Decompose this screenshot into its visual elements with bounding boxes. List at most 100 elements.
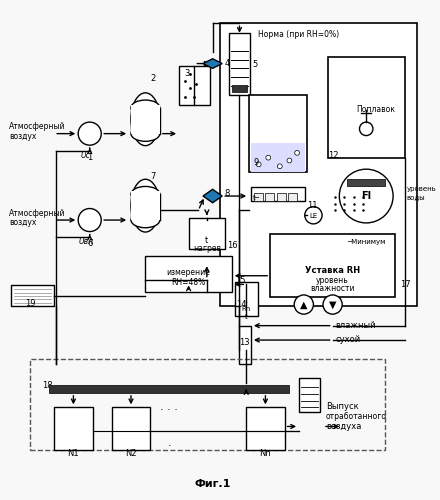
Bar: [49, 385, 290, 393]
Text: измерение: измерение: [167, 268, 210, 277]
Circle shape: [78, 122, 101, 145]
Bar: [145, 256, 232, 292]
Circle shape: [277, 164, 282, 168]
Text: ·: ·: [168, 441, 171, 451]
Circle shape: [359, 122, 373, 136]
Text: Uc: Uc: [81, 151, 91, 160]
Text: воздух: воздух: [9, 132, 37, 140]
Bar: [328, 57, 405, 158]
Text: отработанного: отработанного: [326, 412, 387, 421]
Circle shape: [256, 162, 261, 167]
Text: 5: 5: [252, 60, 257, 69]
Bar: [251, 188, 305, 201]
Text: 15: 15: [235, 276, 245, 284]
Text: нагрев: нагрев: [193, 244, 221, 253]
Text: t: t: [245, 314, 248, 320]
Text: влажности: влажности: [310, 284, 355, 294]
Bar: [265, 193, 274, 201]
Circle shape: [295, 150, 300, 155]
Circle shape: [339, 169, 393, 223]
Bar: [54, 408, 92, 451]
Text: Атмосферный: Атмосферный: [9, 122, 66, 131]
Polygon shape: [203, 59, 222, 69]
Text: 16: 16: [227, 241, 238, 250]
Bar: [11, 286, 54, 306]
Text: 13: 13: [239, 338, 250, 347]
Text: ▲: ▲: [300, 300, 308, 310]
Text: 6: 6: [87, 239, 92, 248]
Text: Выпуск: Выпуск: [326, 402, 359, 411]
Text: · · ·: · · ·: [161, 406, 178, 415]
Text: 10: 10: [254, 190, 264, 198]
Circle shape: [323, 295, 342, 314]
Ellipse shape: [131, 179, 160, 232]
Circle shape: [287, 158, 292, 163]
Text: Rh: Rh: [242, 306, 251, 312]
Text: FI: FI: [361, 191, 371, 201]
Text: 1: 1: [87, 153, 92, 162]
Text: ─Минимум: ─Минимум: [347, 239, 385, 245]
Text: Фиг.1: Фиг.1: [194, 480, 231, 490]
Text: Nn: Nn: [260, 448, 271, 458]
Circle shape: [305, 206, 322, 224]
Bar: [246, 408, 285, 451]
Bar: [112, 408, 150, 451]
Text: 9: 9: [254, 158, 259, 166]
Text: LE: LE: [309, 213, 318, 219]
Bar: [239, 326, 251, 364]
Circle shape: [294, 295, 313, 314]
Bar: [254, 193, 263, 201]
Text: 17: 17: [400, 280, 411, 288]
Ellipse shape: [131, 93, 160, 146]
Ellipse shape: [131, 212, 160, 228]
Bar: [30, 360, 385, 450]
Bar: [232, 84, 247, 92]
Text: 19: 19: [25, 299, 36, 308]
Bar: [277, 193, 286, 201]
Text: сухой: сухой: [335, 336, 361, 344]
Bar: [229, 33, 250, 95]
Bar: [251, 143, 305, 172]
Text: 18: 18: [42, 382, 52, 390]
Bar: [235, 282, 258, 316]
Text: 11: 11: [307, 201, 317, 210]
Text: Uвл: Uвл: [78, 238, 93, 246]
Text: Норма (при RH=0%): Норма (при RH=0%): [258, 30, 340, 39]
Text: влажный: влажный: [335, 321, 376, 330]
Text: 3: 3: [184, 70, 189, 78]
Ellipse shape: [131, 100, 160, 116]
Text: воздуха: воздуха: [326, 422, 361, 430]
Bar: [270, 234, 395, 297]
Bar: [131, 191, 160, 220]
Text: Поплавок: Поплавок: [356, 105, 396, 114]
Text: уровень: уровень: [407, 186, 436, 192]
Text: 2: 2: [150, 74, 155, 83]
Text: ▼: ▼: [329, 300, 336, 310]
Text: N1: N1: [68, 448, 79, 458]
Text: воды: воды: [407, 194, 425, 200]
Text: Уставка RH: Уставка RH: [305, 266, 360, 275]
Bar: [289, 193, 297, 201]
Circle shape: [78, 208, 101, 232]
Bar: [347, 179, 385, 186]
Text: уровень: уровень: [316, 276, 349, 284]
Bar: [189, 218, 225, 249]
Text: N2: N2: [125, 448, 137, 458]
Text: 12: 12: [328, 151, 338, 160]
Bar: [179, 66, 210, 105]
Polygon shape: [203, 190, 222, 203]
Text: Атмосферный: Атмосферный: [9, 208, 66, 218]
Text: RH=48%: RH=48%: [172, 278, 206, 286]
Bar: [131, 105, 160, 134]
Text: 14: 14: [236, 300, 246, 308]
Bar: [299, 378, 320, 412]
Text: t: t: [205, 236, 209, 246]
Text: 7: 7: [150, 172, 156, 181]
Bar: [220, 23, 417, 306]
Circle shape: [266, 155, 271, 160]
Bar: [249, 95, 307, 172]
Text: 8: 8: [224, 190, 230, 198]
Ellipse shape: [131, 186, 160, 202]
Ellipse shape: [131, 126, 160, 142]
Text: воздух: воздух: [9, 218, 37, 227]
